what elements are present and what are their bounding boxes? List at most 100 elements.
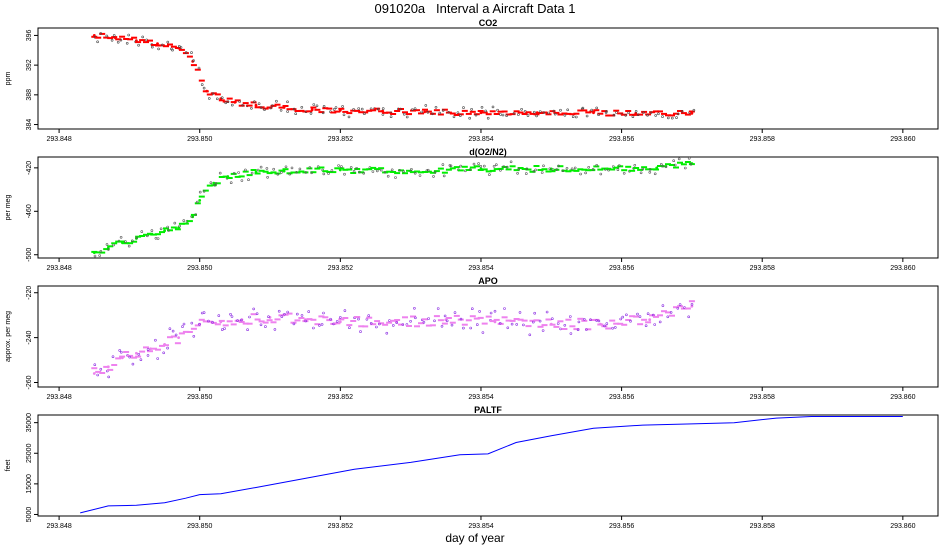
scatter-outlier [576,328,580,332]
scatter-outlier [335,320,339,323]
scatter-outlier [208,97,211,100]
scatter-outlier [553,112,557,116]
scatter-outlier [687,315,691,319]
scatter-outlier [413,107,417,110]
scatter-outlier [669,311,673,314]
scatter-outlier [538,110,542,113]
scatter-outlier [292,322,296,326]
scatter-outlier [309,112,313,115]
scatter-outlier [307,310,311,313]
scatter-outlier [559,327,562,331]
scatter-outlier [352,170,356,173]
scatter-outlier [322,172,326,176]
scatter-outlier [255,312,259,316]
scatter-outlier [664,165,668,169]
scatter-outlier [405,115,409,119]
scatter-outlier [389,115,393,118]
scatter-outlier [574,115,578,119]
scatter-outlier [371,170,375,173]
scatter-outlier [535,114,538,118]
scatter-outlier [409,319,412,323]
scatter-outlier [641,167,645,171]
scatter-outlier [195,200,199,204]
scatter-outlier [678,303,682,306]
scatter-outlier [244,168,247,172]
scatter-outlier [209,181,213,184]
scatter-outlier [642,111,645,114]
scatter-outlier [410,168,413,171]
scatter-outlier [259,106,263,109]
scatter-outlier [118,349,121,352]
scatter-outlier [375,325,378,329]
panel-4: PALTF feet 293.848 293.850 293.852 293.854 293… [5,405,939,530]
scatter-outlier [119,236,123,239]
scatter-outlier [394,176,397,179]
scatter-outlier [436,307,440,310]
scatter-outlier [310,171,313,175]
scatter-outlier [676,306,680,310]
scatter-outlier [338,316,342,319]
data-point [92,372,96,375]
scatter-outlier [230,315,234,318]
scatter-outlier [611,326,614,330]
scatter-outlier [347,115,351,119]
scatter-outlier [515,323,519,326]
scatter-outlier [116,40,120,44]
scatter-outlier [264,325,267,328]
scatter-outlier [352,108,355,111]
scatter-outlier [131,362,135,366]
scatter-outlier [579,172,582,176]
scatter-outlier [661,304,665,307]
panel-1: CO2 ppm 293.848 293.850 293.852 293.854 293.85… [5,18,939,143]
x-axis-title: day of year [445,531,505,545]
scatter-outlier [585,328,588,331]
scatter-outlier [505,114,508,117]
scatter-outlier [137,352,141,356]
scatter-outlier [237,171,240,174]
scatter-outlier [295,171,298,174]
data-point [254,103,258,107]
scatter-outlier [489,311,493,315]
scatter-outlier [379,168,383,172]
scatter-outlier [462,106,465,109]
scatter-outlier [197,66,201,70]
scatter-outlier [220,96,224,99]
scatter-outlier [246,328,249,332]
scatter-outlier [673,163,677,167]
scatter-outlier [247,178,250,181]
scatter-outlier [321,111,325,115]
y-tick-label: 5000 [26,507,33,523]
scatter-outlier [156,357,159,360]
scatter-outlier [250,107,253,110]
scatter-outlier [218,171,222,175]
scatter-outlier [432,175,435,178]
y-tick-label: -460 [26,204,33,218]
scatter-outlier [680,110,684,113]
scatter-outlier [597,113,600,116]
series-points [92,304,694,375]
scatter-outlier [503,307,506,310]
x-tick-label: 293.852 [328,523,353,530]
data-point [690,304,694,308]
scatter-outlier [229,181,233,184]
scatter-outlier [646,113,649,117]
scatter-outlier [545,310,549,314]
scatter-outlier [453,311,457,314]
scatter-outlier [315,104,319,108]
scatter-outlier [357,107,361,110]
scatter-outlier [653,172,657,176]
scatter-outlier [221,328,224,331]
scatter-outlier [599,172,603,176]
scatter-outlier [506,326,510,330]
scatter-outlier [563,114,567,117]
scatter-outlier [646,312,650,316]
scatter-outlier [140,230,144,233]
panel-frame [37,27,939,130]
scatter-outlier [358,170,361,174]
data-point [177,336,181,339]
panel-title: d(O2/N2) [469,147,507,157]
scatter-outlier [509,160,513,164]
series-points [92,34,694,115]
scatter-outlier [639,171,643,175]
scatter-outlier [683,166,687,170]
